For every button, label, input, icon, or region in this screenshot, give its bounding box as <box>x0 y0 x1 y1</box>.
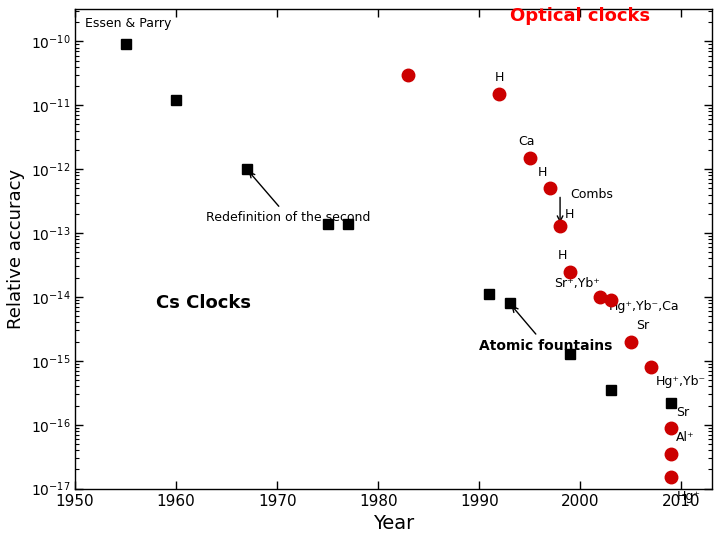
Text: Hg⁺,Yb⁻,Ca: Hg⁺,Yb⁻,Ca <box>608 300 679 313</box>
Text: Hg⁺,Yb⁻: Hg⁺,Yb⁻ <box>656 375 706 388</box>
Text: Sr⁺,Yb⁺: Sr⁺,Yb⁺ <box>554 277 600 290</box>
Text: Optical clocks: Optical clocks <box>510 6 649 25</box>
Text: Sr: Sr <box>636 319 649 332</box>
Text: Ca: Ca <box>518 135 535 148</box>
Text: H: H <box>565 208 575 221</box>
Text: Al⁺: Al⁺ <box>676 431 695 444</box>
Y-axis label: Relative accuracy: Relative accuracy <box>7 169 25 329</box>
Text: Combs: Combs <box>570 188 613 201</box>
Text: H: H <box>495 71 505 84</box>
Text: Essen & Parry: Essen & Parry <box>85 17 171 30</box>
Text: H: H <box>558 249 567 262</box>
Text: Redefinition of the second: Redefinition of the second <box>207 172 371 224</box>
Text: H: H <box>538 166 547 179</box>
Text: Hg⁺: Hg⁺ <box>676 490 701 503</box>
Text: Cs Clocks: Cs Clocks <box>156 294 251 312</box>
Text: Sr: Sr <box>676 407 690 420</box>
X-axis label: Year: Year <box>373 514 414 533</box>
Text: Atomic fountains: Atomic fountains <box>480 306 613 353</box>
